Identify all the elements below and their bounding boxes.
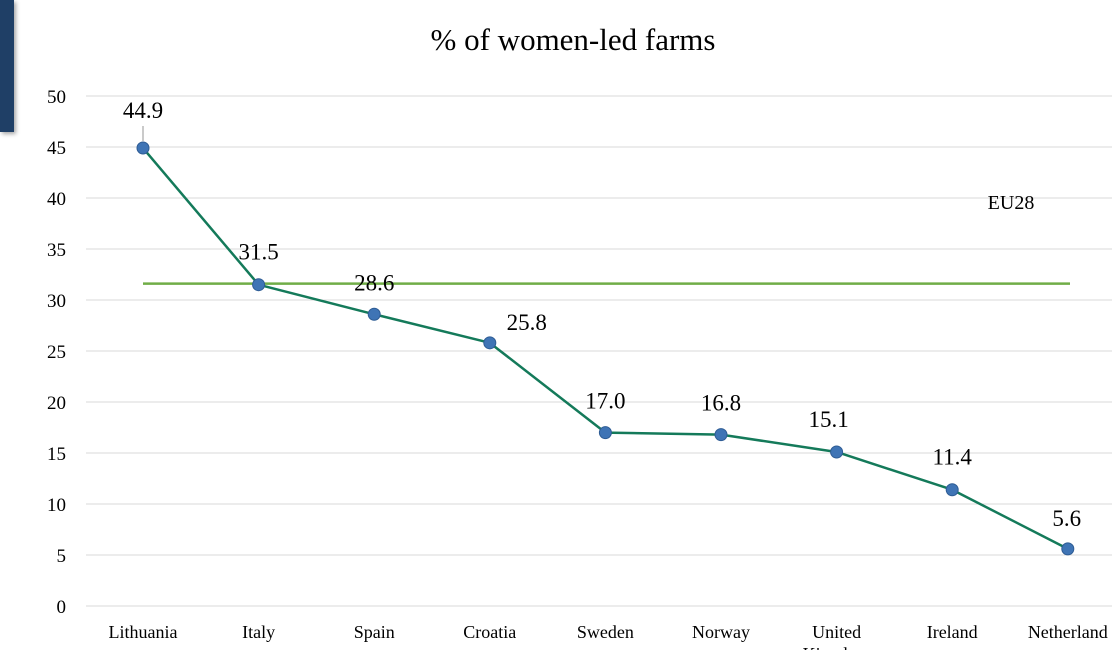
- data-label: 16.8: [701, 391, 741, 416]
- series-line: [142, 147, 1069, 550]
- x-category-label: Netherland: [1028, 622, 1108, 642]
- x-category-label: Italy: [242, 622, 275, 642]
- x-category-label: Lithuania: [109, 622, 178, 642]
- y-tick-label: 25: [47, 342, 66, 363]
- data-point: [830, 445, 844, 459]
- y-tick-label: 10: [47, 495, 66, 516]
- x-category-label: Sweden: [577, 622, 634, 642]
- y-tick-label: 40: [47, 189, 66, 210]
- data-point: [598, 426, 612, 440]
- data-point: [483, 336, 497, 350]
- y-tick-label: 5: [57, 546, 67, 567]
- gridlines: [86, 95, 1112, 607]
- y-axis-ticks: 0 5 10 15 20 25 30 35 40 45 50: [47, 87, 66, 618]
- chart-title: % of women-led farms: [431, 22, 716, 57]
- x-category-label: Ireland: [927, 622, 978, 642]
- reference-line-label: EU28: [988, 192, 1035, 214]
- data-point: [252, 278, 266, 292]
- data-label: 11.4: [932, 445, 972, 470]
- data-point: [714, 428, 728, 442]
- series-line-group: [142, 147, 1069, 550]
- y-tick-label: 50: [47, 87, 66, 108]
- reference-line-group: EU28: [143, 192, 1070, 285]
- data-label: 25.8: [507, 310, 547, 335]
- y-tick-label: 0: [57, 597, 67, 618]
- data-point: [367, 307, 381, 321]
- data-point: [136, 141, 150, 155]
- x-category-label: Croatia: [463, 622, 516, 642]
- data-points: [136, 141, 1075, 556]
- y-tick-label: 15: [47, 444, 66, 465]
- y-tick-label: 35: [47, 240, 66, 261]
- x-category-label: Spain: [354, 622, 395, 642]
- data-label: 17.0: [585, 389, 625, 414]
- data-label: 44.9: [123, 98, 163, 123]
- data-point: [945, 483, 959, 497]
- data-label: 28.6: [354, 270, 394, 295]
- data-point: [1061, 542, 1075, 556]
- data-label: 15.1: [808, 407, 848, 432]
- side-decoration-tab: [0, 0, 14, 132]
- y-tick-label: 45: [47, 138, 66, 159]
- y-tick-label: 30: [47, 291, 66, 312]
- x-axis-categories: Lithuania Italy Spain Croatia Sweden Norway Un…: [109, 622, 1108, 655]
- data-label: 5.6: [1052, 506, 1081, 531]
- x-category-label: Norway: [692, 622, 750, 642]
- data-labels: 44.9 31.5 28.6 25.8 17.0 16.8 15.1 11.4 5.6: [123, 98, 1081, 531]
- y-tick-label: 20: [47, 393, 66, 414]
- x-category-label: UnitedKingdom: [803, 622, 871, 650]
- data-label: 31.5: [238, 240, 278, 265]
